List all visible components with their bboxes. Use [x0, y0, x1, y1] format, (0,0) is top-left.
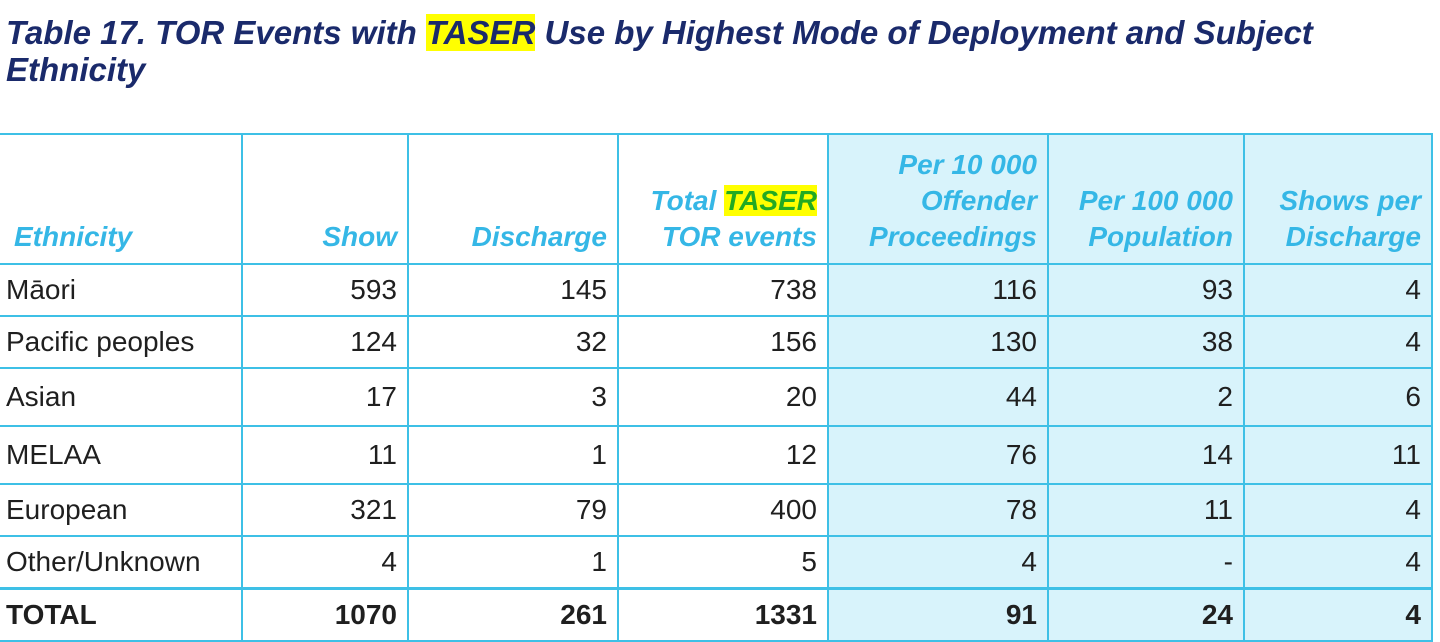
cell-ethnicity: TOTAL [0, 587, 243, 642]
header-per-10000: Per 10 000 Offender Proceedings [827, 133, 1049, 265]
header-per-100000: Per 100 000 Population [1047, 133, 1245, 265]
cell-total: 738 [617, 263, 829, 317]
table-row: European 321 79 400 78 11 4 [0, 483, 1433, 537]
cell-per-100000: - [1047, 535, 1245, 590]
cell-per-100000: 11 [1047, 483, 1245, 537]
title-prefix: Table 17. TOR Events with [6, 14, 426, 51]
table-row: Pacific peoples 124 32 156 130 38 4 [0, 315, 1433, 369]
cell-discharge: 3 [407, 367, 619, 427]
cell-per-10000: 4 [827, 535, 1049, 590]
cell-discharge: 32 [407, 315, 619, 369]
header-ethnicity: Ethnicity [0, 133, 243, 265]
cell-total: 1331 [617, 587, 829, 642]
cell-ethnicity: MELAA [0, 425, 243, 485]
title-suffix: Use by Highest Mode of Deployment and Su… [6, 14, 1313, 88]
cell-show: 124 [241, 315, 409, 369]
cell-show: 1070 [241, 587, 409, 642]
cell-ethnicity: Māori [0, 263, 243, 317]
data-table: Ethnicity Show Discharge Total TASER TOR … [0, 133, 1433, 642]
cell-per-100000: 24 [1047, 587, 1245, 642]
header-shows-per-discharge: Shows per Discharge [1243, 133, 1433, 265]
table-row: Asian 17 3 20 44 2 6 [0, 367, 1433, 427]
cell-per-10000: 116 [827, 263, 1049, 317]
cell-shows-per-discharge: 4 [1243, 587, 1433, 642]
cell-ethnicity: Pacific peoples [0, 315, 243, 369]
cell-shows-per-discharge: 11 [1243, 425, 1433, 485]
cell-show: 4 [241, 535, 409, 590]
cell-shows-per-discharge: 6 [1243, 367, 1433, 427]
header-show: Show [241, 133, 409, 265]
header-row: Ethnicity Show Discharge Total TASER TOR … [0, 133, 1433, 265]
cell-show: 17 [241, 367, 409, 427]
cell-per-10000: 76 [827, 425, 1049, 485]
cell-total: 20 [617, 367, 829, 427]
cell-ethnicity: Asian [0, 367, 243, 427]
table-row: MELAA 11 1 12 76 14 11 [0, 425, 1433, 485]
cell-per-100000: 14 [1047, 425, 1245, 485]
cell-total: 5 [617, 535, 829, 590]
header-total: Total TASER TOR events [617, 133, 829, 265]
cell-total: 400 [617, 483, 829, 537]
cell-shows-per-discharge: 4 [1243, 535, 1433, 590]
cell-discharge: 145 [407, 263, 619, 317]
table-title: Table 17. TOR Events with TASER Use by H… [6, 14, 1426, 88]
header-total-highlight: TASER [724, 185, 817, 216]
header-total-prefix: Total [650, 185, 725, 216]
cell-show: 593 [241, 263, 409, 317]
header-total-suffix: TOR events [661, 221, 817, 252]
table-row: Other/Unknown 4 1 5 4 - 4 [0, 535, 1433, 590]
cell-discharge: 79 [407, 483, 619, 537]
cell-total: 156 [617, 315, 829, 369]
total-row: TOTAL 1070 261 1331 91 24 4 [0, 587, 1433, 642]
cell-ethnicity: European [0, 483, 243, 537]
cell-per-10000: 44 [827, 367, 1049, 427]
cell-per-10000: 130 [827, 315, 1049, 369]
cell-per-10000: 91 [827, 587, 1049, 642]
cell-ethnicity: Other/Unknown [0, 535, 243, 590]
cell-shows-per-discharge: 4 [1243, 263, 1433, 317]
cell-discharge: 1 [407, 535, 619, 590]
cell-total: 12 [617, 425, 829, 485]
header-discharge: Discharge [407, 133, 619, 265]
cell-show: 11 [241, 425, 409, 485]
cell-discharge: 261 [407, 587, 619, 642]
cell-per-100000: 2 [1047, 367, 1245, 427]
cell-show: 321 [241, 483, 409, 537]
cell-per-10000: 78 [827, 483, 1049, 537]
cell-per-100000: 38 [1047, 315, 1245, 369]
table-row: Māori 593 145 738 116 93 4 [0, 263, 1433, 317]
title-highlight: TASER [425, 14, 536, 51]
cell-per-100000: 93 [1047, 263, 1245, 317]
cell-shows-per-discharge: 4 [1243, 483, 1433, 537]
cell-discharge: 1 [407, 425, 619, 485]
cell-shows-per-discharge: 4 [1243, 315, 1433, 369]
